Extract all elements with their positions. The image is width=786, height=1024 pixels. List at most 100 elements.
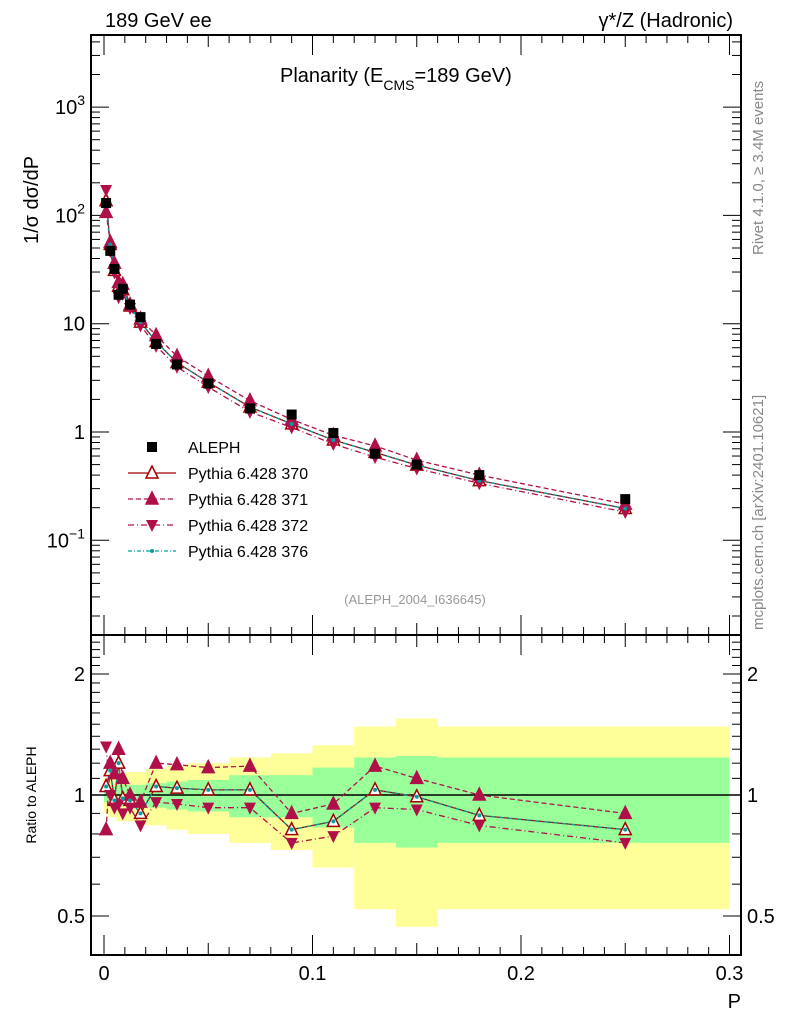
data-point-aleph [151, 338, 162, 349]
ratio-series-point-3 [477, 813, 482, 818]
series-point-2 [134, 320, 147, 333]
data-point-aleph [105, 245, 116, 256]
ratio-series-point-2 [104, 790, 117, 802]
ratio-series-point-2 [100, 741, 113, 754]
x-tick-label: 0.2 [507, 963, 535, 985]
legend-label: Pythia 6.428 376 [188, 544, 308, 561]
ratio-series-point-1 [618, 804, 633, 820]
ratio-series-point-1 [169, 755, 185, 771]
ratio-series-point-1 [103, 754, 118, 769]
series-point-2 [473, 478, 486, 491]
y-tick-label: 103 [55, 92, 85, 119]
series-line-0 [105, 200, 626, 510]
ratio-series-point-2 [285, 837, 298, 850]
legend-marker [144, 490, 160, 505]
legend-marker [144, 464, 160, 479]
ratio-series-point-3 [174, 786, 179, 791]
ratio-y-tick-label: 1 [74, 785, 85, 807]
data-point-aleph [328, 427, 339, 438]
ratio-series-point-3 [206, 787, 211, 792]
data-point-aleph [474, 470, 485, 481]
data-point-aleph [109, 263, 120, 274]
ratio-series-point-2 [473, 820, 486, 833]
x-axis-label: P [728, 991, 741, 1013]
ratio-series-point-3 [623, 827, 628, 832]
series-point-2 [619, 507, 632, 520]
ratio-series-point-3 [128, 798, 133, 803]
ratio-series-point-3 [108, 768, 113, 773]
ratio-series-point-2 [619, 837, 632, 850]
data-point-aleph [101, 198, 112, 209]
data-point-aleph [286, 409, 297, 420]
ratio-y-axis-label: Ratio to ALEPH [23, 746, 39, 843]
ratio-series-point-1 [409, 769, 424, 785]
ratio-series-point-1 [367, 757, 383, 772]
ratio-series-point-1 [111, 740, 126, 755]
data-point-aleph [113, 289, 124, 300]
tick-base: 10 [55, 205, 77, 227]
data-point-aleph [125, 299, 136, 310]
series-point-3 [289, 421, 294, 426]
ratio-series-point-3 [154, 784, 159, 789]
ratio-series-point-2 [410, 804, 423, 817]
ratio-series-point-1 [107, 764, 122, 780]
legend-marker [150, 549, 154, 553]
tick-exponent: 3 [77, 92, 85, 108]
series-point-3 [623, 506, 628, 511]
legend-label: Pythia 6.428 372 [188, 518, 308, 535]
ratio-series-point-1 [201, 758, 216, 774]
y-tick-label: 102 [55, 200, 85, 227]
ratio-series-point-3 [120, 796, 125, 801]
data-point-aleph [171, 359, 182, 370]
data-point-aleph [135, 312, 146, 323]
legend-marker [146, 520, 158, 532]
ratio-series-point-3 [373, 787, 378, 792]
mcplots-label: mcplots.cern.ch [arXiv:2401.10621] [750, 395, 767, 630]
tick-exponent: 2 [77, 200, 85, 216]
ratio-series-point-2 [327, 831, 340, 844]
y-tick-label: 10 [63, 314, 85, 336]
ratio-series-point-1 [148, 754, 164, 769]
series-point-3 [108, 242, 113, 247]
series-line-1 [105, 212, 626, 505]
tick-base: 10 [55, 97, 77, 119]
ratio-series-point-3 [138, 811, 143, 816]
x-tick-label: 0 [98, 963, 109, 985]
ratio-series-point-1 [284, 804, 299, 820]
data-point-aleph [117, 283, 128, 294]
ratio-series-point-2 [202, 802, 215, 815]
rivet-version-label: Rivet 4.1.0, ≥ 3.4M events [750, 81, 767, 255]
ratio-series-point-1 [326, 795, 341, 810]
data-point-aleph [370, 448, 381, 459]
ratio-series-point-2 [112, 798, 125, 811]
data-point-aleph [244, 403, 255, 414]
ratio-series-point-3 [112, 798, 117, 803]
legend-label: Pythia 6.428 370 [188, 466, 308, 483]
series-point-2 [285, 422, 298, 435]
header-left: 189 GeV ee [105, 10, 212, 32]
tick-exponent: −1 [69, 525, 85, 541]
y-tick-label: 1 [74, 422, 85, 444]
ratio-y-tick-label-right: 2 [747, 664, 758, 686]
legend-label: ALEPH [188, 440, 240, 457]
ratio-y-tick-label-right: 0.5 [747, 906, 775, 928]
ratio-series-point-3 [331, 819, 336, 824]
ratio-series-point-1 [472, 786, 487, 801]
ratio-series-point-2 [170, 798, 183, 811]
x-tick-label: 0.3 [716, 963, 744, 985]
legend-marker [147, 442, 157, 452]
x-tick-label: 0.1 [299, 963, 327, 985]
ratio-y-tick-label: 0.5 [57, 906, 85, 928]
ratio-series-point-2 [150, 797, 163, 810]
data-point-aleph [411, 459, 422, 470]
analysis-watermark: (ALEPH_2004_I636645) [344, 592, 486, 607]
y-axis-label: 1/σ dσ/dP [21, 156, 43, 244]
ratio-series-point-1 [133, 793, 148, 808]
series-point-1 [98, 203, 114, 219]
ratio-y-tick-label-right: 1 [747, 785, 758, 807]
ratio-series-point-3 [116, 761, 121, 766]
ratio-series-point-1 [115, 769, 130, 785]
ratio-series-point-3 [247, 787, 252, 792]
